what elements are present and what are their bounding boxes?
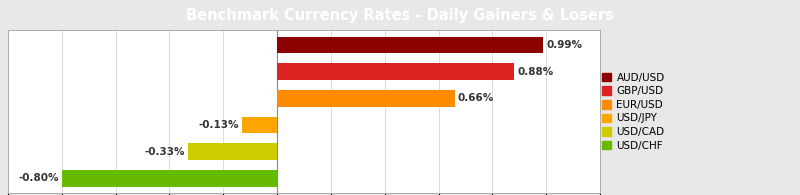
Bar bbox=[62, 170, 277, 187]
Bar bbox=[277, 90, 454, 106]
Legend: AUD/USD, GBP/USD, EUR/USD, USD/JPY, USD/CAD, USD/CHF: AUD/USD, GBP/USD, EUR/USD, USD/JPY, USD/… bbox=[600, 70, 667, 153]
Bar bbox=[277, 37, 543, 53]
Bar bbox=[277, 63, 514, 80]
Text: 0.88%: 0.88% bbox=[517, 67, 554, 77]
Bar bbox=[242, 117, 277, 133]
Text: -0.13%: -0.13% bbox=[198, 120, 239, 130]
Text: -0.33%: -0.33% bbox=[145, 147, 185, 157]
Text: 0.99%: 0.99% bbox=[546, 40, 582, 50]
Bar bbox=[188, 143, 277, 160]
Text: Benchmark Currency Rates - Daily Gainers & Losers: Benchmark Currency Rates - Daily Gainers… bbox=[186, 8, 614, 23]
Text: -0.80%: -0.80% bbox=[18, 173, 58, 183]
Text: 0.66%: 0.66% bbox=[458, 93, 494, 103]
